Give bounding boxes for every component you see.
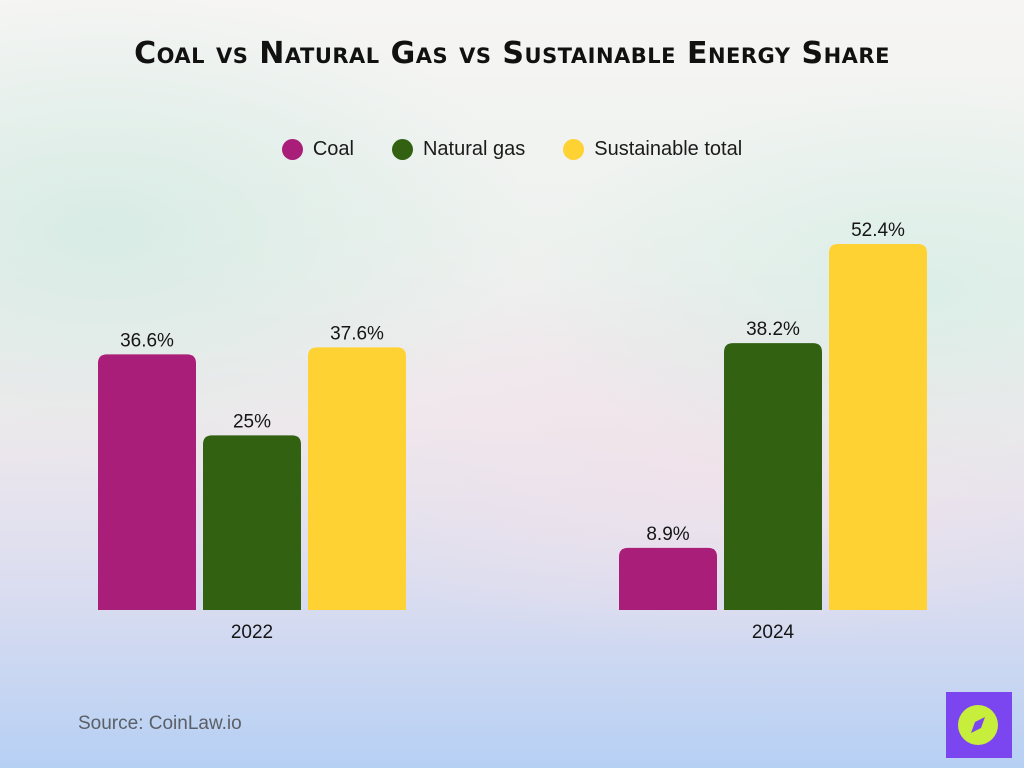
data-label-coal-2024: 8.9%	[646, 524, 689, 545]
legend: Coal Natural gas Sustainable total	[0, 138, 1024, 161]
data-label-sustainable-total-2022: 37.6%	[330, 323, 384, 344]
bar-coal-2022	[98, 354, 196, 610]
chart-title: Coal vs Natural Gas vs Sustainable Energ…	[134, 36, 890, 71]
bar-natural-gas-2022	[203, 435, 301, 610]
category-label-2022: 2022	[231, 622, 273, 643]
legend-label-coal: Coal	[312, 138, 354, 160]
legend-item-sustainable-total: Sustainable total	[563, 138, 742, 161]
legend-item-coal: Coal	[281, 138, 354, 161]
legend-label-natural-gas: Natural gas	[422, 138, 526, 160]
legend-swatch-sustainable-total	[563, 139, 585, 160]
category-label-2024: 2024	[752, 622, 795, 643]
legend-item-natural-gas: Natural gas	[391, 138, 526, 161]
bar-coal-2024	[619, 547, 717, 610]
legend-swatch-natural-gas	[391, 139, 413, 160]
bar-natural-gas-2024	[724, 343, 822, 610]
source-note: Source: CoinLaw.io	[78, 713, 242, 734]
data-label-sustainable-total-2024: 52.4%	[851, 220, 905, 241]
legend-swatch-coal	[281, 139, 303, 160]
legend-label-sustainable-total: Sustainable total	[594, 138, 743, 160]
data-label-natural-gas-2024: 38.2%	[746, 319, 800, 340]
data-label-natural-gas-2022: 25%	[233, 411, 271, 432]
bar-sustainable-total-2024	[829, 244, 927, 610]
compass-icon	[958, 705, 998, 745]
brand-logo	[946, 692, 1012, 758]
bar-sustainable-total-2022	[308, 347, 406, 610]
data-label-coal-2022: 36.6%	[120, 330, 174, 351]
